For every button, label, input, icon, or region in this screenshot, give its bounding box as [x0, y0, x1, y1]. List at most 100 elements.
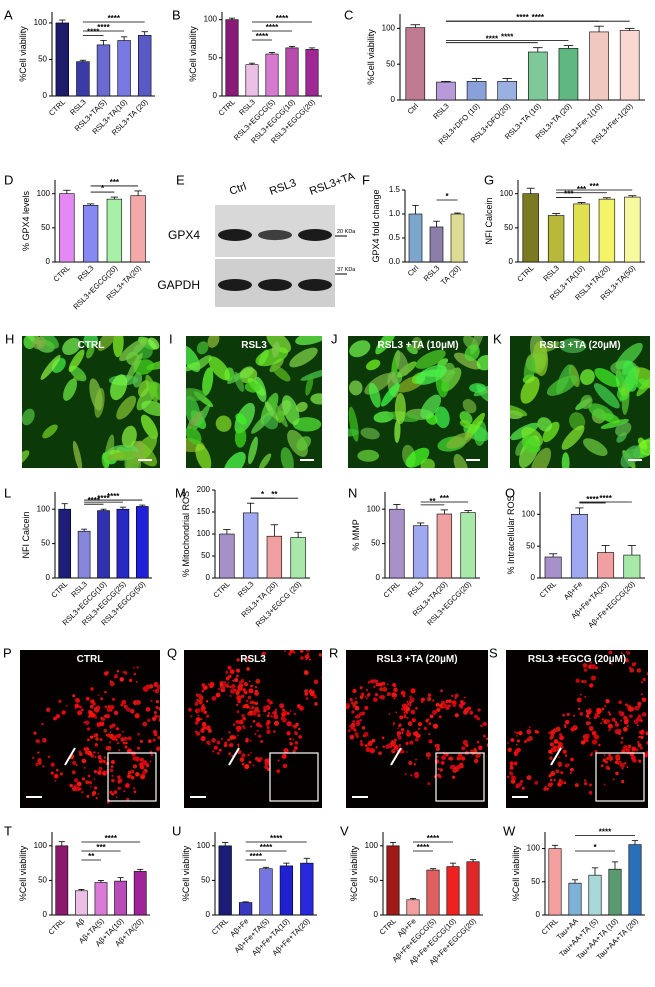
error-bar: [303, 857, 310, 864]
mito: [273, 730, 276, 733]
bar: [117, 40, 131, 97]
mito: [553, 739, 559, 744]
mito: [365, 747, 371, 753]
mito: [142, 760, 148, 766]
mito: [115, 796, 118, 799]
y-tick-label: 0.5: [389, 233, 401, 242]
mito: [228, 674, 232, 679]
mito: [392, 722, 396, 725]
error-bar: [549, 553, 558, 557]
mito: [243, 690, 248, 695]
mito: [391, 750, 394, 753]
cell: [73, 374, 85, 381]
mito: [598, 743, 601, 747]
mito: [321, 676, 322, 679]
mito: [113, 790, 118, 795]
mito: [355, 697, 357, 699]
mito: [596, 707, 602, 713]
mito: [438, 715, 442, 719]
cell: [40, 354, 61, 380]
mito: [239, 757, 245, 762]
mito: [100, 717, 103, 720]
mito: [229, 735, 235, 740]
scale-bar: [512, 796, 528, 798]
mito: [621, 767, 624, 770]
mito: [354, 732, 359, 737]
error-bar: [308, 47, 316, 50]
mito: [440, 689, 443, 693]
cell: [106, 451, 139, 461]
error-bar: [59, 19, 66, 23]
mito: [237, 734, 239, 737]
mito: [194, 721, 199, 725]
mito: [621, 749, 626, 754]
mito: [266, 720, 271, 725]
mito: [492, 726, 497, 731]
significance-label: ****: [586, 495, 599, 504]
mito: [400, 727, 405, 732]
cell: [395, 350, 409, 376]
mito: [507, 747, 513, 753]
y-axis-label: %Cell viability: [511, 845, 521, 901]
mito: [232, 679, 235, 682]
y-tick-label: 0: [536, 910, 541, 919]
mito: [247, 713, 251, 716]
mito: [579, 712, 584, 716]
mito: [456, 769, 459, 772]
mito: [72, 786, 77, 792]
cell: [295, 336, 322, 346]
mito: [246, 684, 248, 687]
mito: [270, 715, 273, 718]
panel-letter: N: [348, 486, 357, 501]
mito: [78, 752, 83, 757]
mito: [516, 735, 518, 737]
cell: [186, 388, 206, 401]
scale-bar: [628, 459, 642, 461]
mito: [352, 720, 356, 723]
mito: [604, 705, 607, 708]
mito: [427, 693, 432, 697]
mito: [427, 757, 430, 760]
bar: [242, 512, 259, 579]
cell: [357, 449, 380, 462]
mito: [513, 761, 518, 766]
mito: [514, 731, 517, 734]
y-tick-label: 0: [46, 573, 51, 582]
mito: [406, 731, 411, 736]
mito: [42, 765, 45, 768]
y-tick-label: 100: [37, 189, 51, 198]
cell: [615, 421, 632, 437]
mito: [130, 774, 132, 777]
error-bar: [389, 841, 397, 846]
mito: [621, 779, 625, 784]
bar: [573, 203, 590, 263]
mito: [620, 651, 623, 655]
mito: [631, 755, 636, 761]
mito: [54, 779, 57, 782]
y-axis-label: GPX4 fold change: [371, 189, 381, 262]
mito: [276, 769, 281, 774]
mito: [299, 645, 303, 649]
mito: [353, 728, 357, 732]
bar: [450, 213, 465, 263]
cell: [263, 415, 279, 430]
mito: [309, 691, 315, 697]
mito: [629, 714, 633, 718]
bar: [624, 196, 641, 263]
mito: [620, 719, 623, 722]
micrograph: [510, 336, 650, 468]
cell: [476, 355, 488, 371]
error-bar: [100, 40, 107, 45]
image-label: RSL3 +TA (20µM): [539, 340, 620, 351]
mito: [426, 696, 432, 702]
mito: [126, 707, 131, 712]
mito: [220, 685, 226, 691]
y-axis-label: %Cell viability: [181, 845, 191, 901]
mito: [197, 699, 201, 703]
panel-letter: A: [4, 8, 13, 23]
mito: [415, 707, 418, 710]
mito: [369, 748, 375, 754]
cell: [269, 397, 288, 428]
mito: [575, 678, 580, 683]
mito: [87, 781, 90, 783]
